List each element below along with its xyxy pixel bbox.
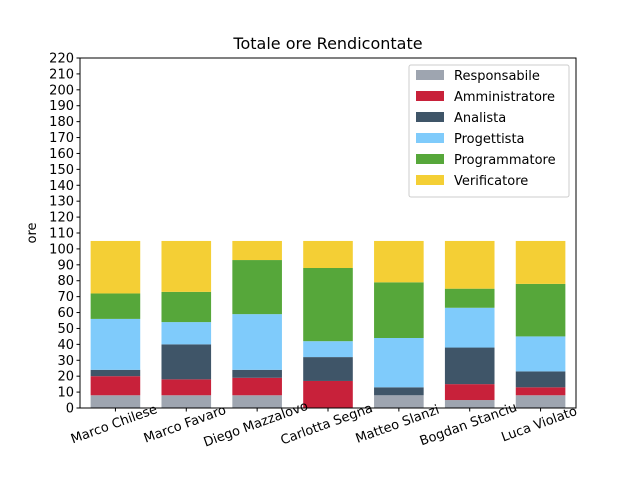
y-tick-label-2: 20 (57, 370, 74, 385)
bar-segment-2-3 (303, 357, 353, 381)
bar-segment-2-5 (444, 347, 495, 385)
y-tick-label-20: 200 (49, 83, 74, 98)
bar-segment-4-1 (161, 291, 212, 323)
bar-segment-4-2 (232, 260, 282, 315)
bar-segment-2-6 (515, 371, 566, 388)
y-tick-label-14: 140 (49, 179, 74, 194)
bar-segment-5-3 (303, 240, 353, 268)
legend-label-0: Responsabile (454, 69, 540, 84)
y-tick-label-1: 10 (57, 386, 74, 401)
bar-segment-1-2 (232, 377, 282, 396)
bar-segment-1-5 (444, 384, 495, 401)
y-tick-label-11: 110 (49, 227, 74, 242)
y-tick-label-22: 220 (49, 52, 74, 67)
y-tick-label-4: 40 (57, 338, 74, 353)
bar-segment-0-2 (232, 395, 282, 408)
bar-segment-3-0 (90, 318, 141, 370)
bar-segment-4-4 (374, 282, 424, 338)
bar-segment-5-5 (444, 240, 495, 289)
y-tick-label-3: 30 (57, 354, 74, 369)
y-tick-label-5: 50 (57, 322, 74, 337)
bar-segment-1-1 (161, 379, 212, 396)
bar-segment-4-5 (444, 288, 495, 308)
bar-segment-0-5 (444, 400, 495, 408)
y-tick-label-15: 150 (49, 163, 74, 178)
bar-segment-0-4 (374, 395, 424, 408)
legend: Responsabile Amministratore Analista Proget… (408, 64, 570, 198)
legend-swatch-1 (416, 91, 444, 101)
bar-segment-2-1 (161, 344, 212, 380)
bar-segment-3-3 (303, 341, 353, 358)
legend-label-3: Progettista (454, 132, 525, 147)
bar-segment-5-1 (161, 240, 212, 292)
y-tick-label-17: 170 (49, 131, 74, 146)
bar-segment-5-4 (374, 240, 424, 283)
bar-segment-3-2 (232, 314, 282, 370)
bar-segment-5-2 (232, 240, 282, 261)
y-tick-label-6: 60 (57, 306, 74, 321)
bar-segment-3-6 (515, 336, 566, 372)
bar-segment-4-6 (515, 283, 566, 337)
legend-swatch-2 (416, 112, 444, 122)
legend-label-5: Verificatore (454, 174, 528, 189)
chart-title: Totale ore Rendicontate (232, 34, 422, 53)
legend-label-4: Programmatore (454, 153, 556, 168)
bar-segment-1-3 (303, 380, 353, 408)
y-tick-label-10: 100 (49, 242, 74, 257)
bars-layer (90, 240, 566, 408)
bar-segment-0-6 (515, 395, 566, 408)
legend-label-1: Amministratore (454, 90, 555, 105)
bar-segment-5-0 (90, 240, 141, 294)
y-tick-label-16: 160 (49, 147, 74, 162)
legend-swatch-5 (416, 175, 444, 185)
bar-segment-2-2 (232, 369, 282, 378)
legend-swatch-0 (416, 70, 444, 80)
y-tick-label-19: 190 (49, 99, 74, 114)
y-tick-label-9: 90 (57, 258, 74, 273)
bar-segment-4-0 (90, 293, 141, 319)
y-tick-label-0: 0 (66, 402, 74, 417)
legend-box (408, 64, 570, 198)
y-tick-label-18: 180 (49, 115, 74, 130)
legend-label-2: Analista (454, 111, 506, 126)
bar-segment-0-0 (90, 395, 141, 408)
bar-segment-1-0 (90, 376, 141, 396)
y-tick-label-7: 70 (57, 290, 74, 305)
bar-segment-2-4 (374, 387, 424, 396)
y-tick-label-21: 210 (49, 67, 74, 82)
y-tick-label-8: 80 (57, 274, 74, 289)
bar-segment-3-4 (374, 338, 424, 388)
y-tick-label-12: 120 (49, 211, 74, 226)
legend-swatch-3 (416, 133, 444, 143)
legend-swatch-4 (416, 154, 444, 164)
bar-segment-3-5 (444, 307, 495, 348)
bar-segment-2-0 (90, 369, 141, 377)
bar-segment-0-1 (161, 395, 212, 408)
bar-segment-5-6 (515, 240, 566, 284)
bar-segment-1-6 (515, 387, 566, 396)
y-axis-label: ore (25, 222, 40, 243)
y-tick-label-13: 130 (49, 195, 74, 210)
bar-segment-4-3 (303, 268, 353, 342)
bar-segment-3-1 (161, 322, 212, 345)
